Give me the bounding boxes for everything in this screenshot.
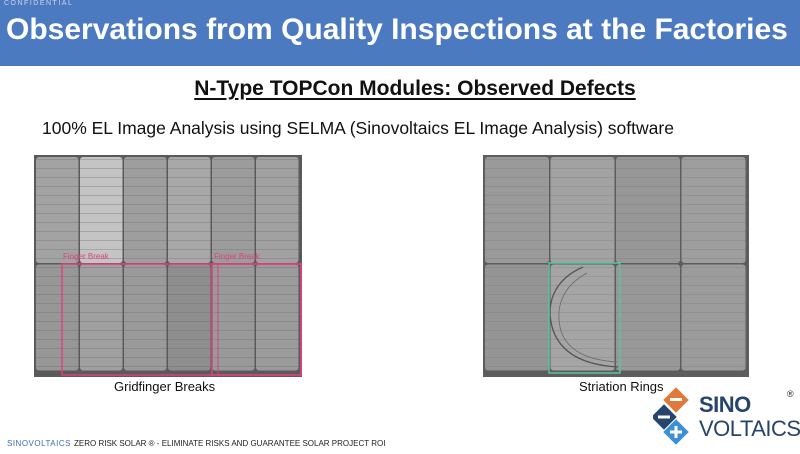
logo-text-sino: SINO <box>699 392 751 417</box>
striation-ring-arc <box>549 266 619 368</box>
finger-break-label-1: Finger Break <box>63 252 110 261</box>
slide-subtitle: N-Type TOPCon Modules: Observed Defects <box>194 77 636 100</box>
logo-text-voltaics: VOLTAICS <box>699 416 800 441</box>
caption-gridfinger-breaks: Gridfinger Breaks <box>114 379 216 394</box>
footer-tagline: ZERO RISK SOLAR ® - ELIMINATE RISKS AND … <box>74 439 386 448</box>
caption-striation-rings: Striation Rings <box>579 379 664 394</box>
defect-box-2 <box>211 263 302 376</box>
finger-break-label-2: Finger Break <box>214 252 261 261</box>
el-image-gridfinger-breaks: Finger Break Finger Break <box>34 155 302 377</box>
footer-brand: SINOVOLTAICS <box>7 439 71 448</box>
slide-title: Observations from Quality Inspections at… <box>6 13 788 46</box>
logo-registered: ® <box>787 389 794 399</box>
sinovoltaics-logo: SINO VOLTAICS ® <box>653 386 800 448</box>
el-image-striation-rings <box>483 155 749 377</box>
confidential-label: CONFIDENTIAL <box>4 0 74 7</box>
slide-description: 100% EL Image Analysis using SELMA (Sino… <box>42 118 674 138</box>
defect-box-striation <box>548 262 621 374</box>
logo-diamonds-icon <box>653 387 689 445</box>
slide-header: CONFIDENTIAL Observations from Quality I… <box>0 0 800 66</box>
